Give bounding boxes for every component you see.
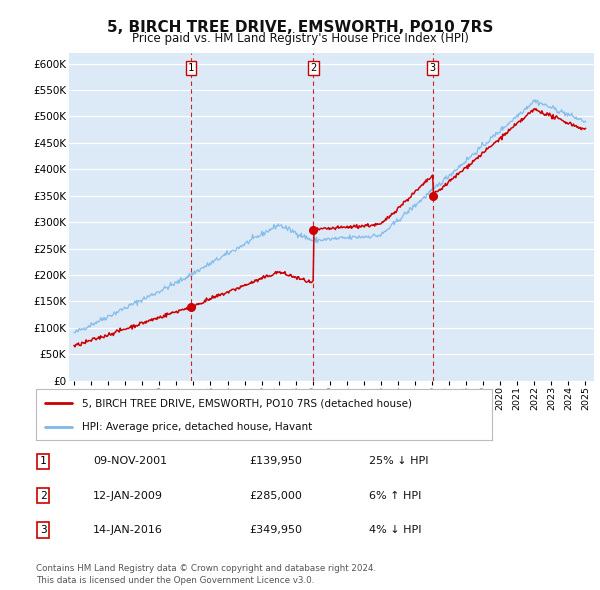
Text: 4% ↓ HPI: 4% ↓ HPI bbox=[369, 525, 421, 535]
Text: 1: 1 bbox=[188, 63, 194, 73]
Text: HPI: Average price, detached house, Havant: HPI: Average price, detached house, Hava… bbox=[82, 422, 312, 432]
Text: 1: 1 bbox=[40, 457, 47, 466]
Text: £285,000: £285,000 bbox=[249, 491, 302, 500]
Text: 12-JAN-2009: 12-JAN-2009 bbox=[93, 491, 163, 500]
Text: 6% ↑ HPI: 6% ↑ HPI bbox=[369, 491, 421, 500]
Text: £349,950: £349,950 bbox=[249, 525, 302, 535]
Text: Contains HM Land Registry data © Crown copyright and database right 2024.
This d: Contains HM Land Registry data © Crown c… bbox=[36, 565, 376, 585]
Text: Price paid vs. HM Land Registry's House Price Index (HPI): Price paid vs. HM Land Registry's House … bbox=[131, 32, 469, 45]
Text: 5, BIRCH TREE DRIVE, EMSWORTH, PO10 7RS (detached house): 5, BIRCH TREE DRIVE, EMSWORTH, PO10 7RS … bbox=[82, 398, 412, 408]
Text: 2: 2 bbox=[40, 491, 47, 500]
Text: 09-NOV-2001: 09-NOV-2001 bbox=[93, 457, 167, 466]
Text: 2: 2 bbox=[310, 63, 317, 73]
Text: 25% ↓ HPI: 25% ↓ HPI bbox=[369, 457, 428, 466]
Text: 5, BIRCH TREE DRIVE, EMSWORTH, PO10 7RS: 5, BIRCH TREE DRIVE, EMSWORTH, PO10 7RS bbox=[107, 20, 493, 35]
Text: £139,950: £139,950 bbox=[249, 457, 302, 466]
Text: 3: 3 bbox=[40, 525, 47, 535]
Text: 14-JAN-2016: 14-JAN-2016 bbox=[93, 525, 163, 535]
Text: 3: 3 bbox=[430, 63, 436, 73]
